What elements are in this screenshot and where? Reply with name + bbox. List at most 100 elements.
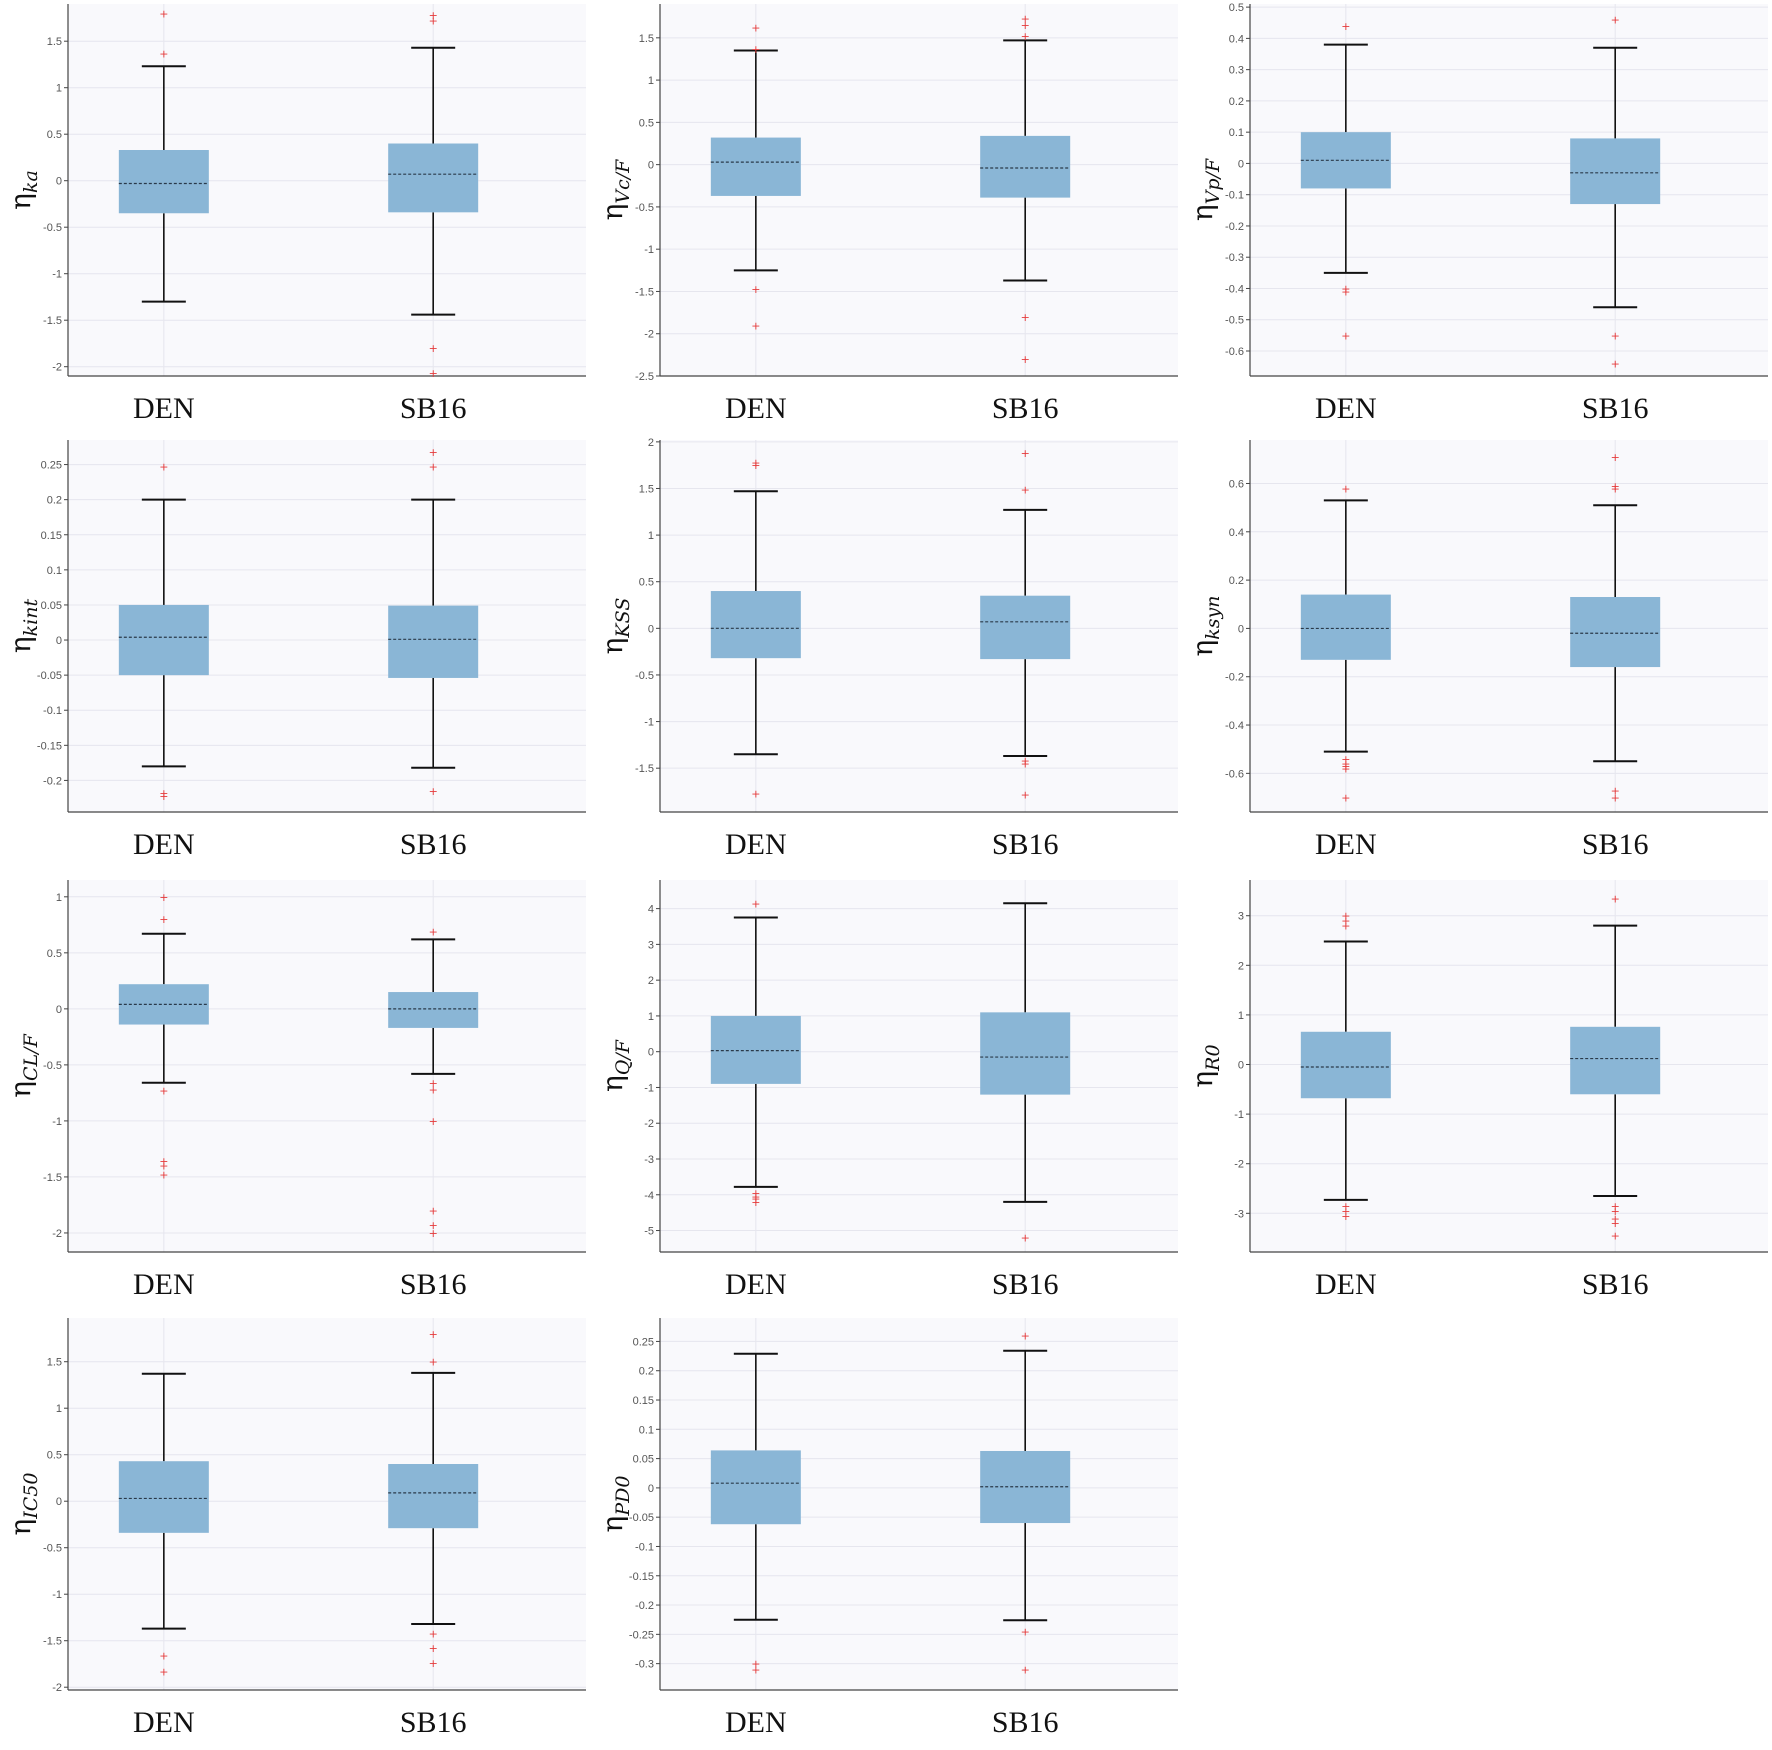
- y-tick-label: -0.5: [43, 1543, 62, 1555]
- y-tick-label: -0.1: [1225, 190, 1244, 202]
- y-tick-label: -0.3: [1225, 252, 1244, 264]
- iqr-box: [710, 1450, 801, 1525]
- category-label-den: DEN: [1315, 1268, 1377, 1301]
- y-tick-label: 0: [1238, 158, 1244, 170]
- outlier-marker: +: [1611, 1212, 1620, 1225]
- outlier-marker: +: [751, 459, 760, 472]
- y-tick-label: 1: [648, 75, 654, 87]
- iqr-box: [388, 1464, 479, 1529]
- y-tick-label: -2: [52, 1682, 62, 1694]
- outlier-marker: +: [429, 461, 438, 474]
- outlier-marker: +: [751, 456, 760, 469]
- y-axis-label-base: η: [596, 1516, 629, 1533]
- boxplot-panel: -2 -1.5 -1 -0.5 0 0.5 1 1.5 + + DEN + + + + SB16 ηka: [0, 4, 590, 436]
- y-tick-label: 4: [648, 904, 654, 916]
- outlier-marker: +: [1021, 353, 1030, 366]
- boxplot-panel: -0.3 -0.25 -0.2 -0.15 -0.1 -0.05 0 0.05 0.1 0.15 0…: [592, 1318, 1182, 1750]
- iqr-box: [710, 1015, 801, 1084]
- boxplot-panel: -3 -2 -1 0 1 2 3 + + + + + + DEN + + + + + + SB16 ηR0: [1182, 880, 1772, 1312]
- y-tick-label: -0.4: [1225, 283, 1244, 295]
- y-tick-label: 1.5: [639, 33, 654, 45]
- y-tick-label: -3: [644, 1154, 654, 1166]
- y-tick-label: 0.15: [41, 530, 62, 542]
- category-label-den: DEN: [133, 392, 195, 425]
- box-group-sb16: +: [980, 902, 1071, 1245]
- y-axis-label-base: η: [4, 636, 37, 653]
- outlier-marker: +: [1021, 30, 1030, 43]
- plot-background: [1250, 4, 1768, 376]
- y-axis-label-base: η: [1186, 1071, 1219, 1088]
- y-tick-label: -1.5: [43, 1172, 62, 1184]
- iqr-box: [1570, 597, 1661, 668]
- outlier-marker: +: [751, 787, 760, 800]
- boxplot-panel: -0.6 -0.4 -0.2 0 0.2 0.4 0.6 + + + + + + DEN + + + + + SB16…: [1182, 440, 1772, 872]
- y-tick-label: 0.4: [1229, 527, 1244, 539]
- y-tick-label: 0: [648, 160, 654, 172]
- category-label-den: DEN: [1315, 828, 1377, 861]
- y-tick-label: -2: [1234, 1159, 1244, 1171]
- outlier-marker: +: [1021, 483, 1030, 496]
- iqr-box: [1300, 594, 1391, 660]
- y-tick-label: 3: [648, 939, 654, 951]
- outlier-marker: +: [1611, 14, 1620, 27]
- y-tick-label: -1: [52, 269, 62, 281]
- y-axis-label-base: η: [4, 193, 37, 210]
- y-tick-label: 0.2: [1229, 575, 1244, 587]
- outlier-marker: +: [1611, 482, 1620, 495]
- iqr-box: [980, 135, 1071, 198]
- outlier-marker: +: [1021, 755, 1030, 768]
- y-tick-label: 0.05: [41, 600, 62, 612]
- y-tick-label: -4: [644, 1190, 654, 1202]
- y-axis-label-base: η: [4, 1519, 37, 1536]
- box-group-den: +++: [118, 461, 209, 803]
- y-tick-label: -0.4: [1225, 720, 1244, 732]
- outlier-marker: +: [1341, 920, 1350, 933]
- y-tick-label: 1: [1238, 1010, 1244, 1022]
- outlier-marker: +: [429, 1642, 438, 1655]
- y-tick-label: 0.6: [1229, 478, 1244, 490]
- y-tick-label: -2: [52, 1228, 62, 1240]
- outlier-marker: +: [1611, 784, 1620, 797]
- y-tick-label: -2: [52, 362, 62, 374]
- iqr-box: [980, 595, 1071, 660]
- boxplot-svg: -0.6-0.4-0.200.20.40.6++++++DEN+++++SB16…: [1186, 440, 1768, 861]
- box-group-sb16: ++++: [388, 9, 479, 380]
- y-axis-label-subscript: KSS: [612, 598, 634, 639]
- y-tick-label: -1: [52, 1589, 62, 1601]
- outlier-marker: +: [1611, 357, 1620, 370]
- y-tick-label: -1: [52, 1116, 62, 1128]
- y-axis-label-subscript: kint: [20, 599, 42, 637]
- iqr-box: [118, 604, 209, 676]
- y-axis-label: ηCL/F: [4, 1033, 42, 1097]
- outlier-marker: +: [1341, 758, 1350, 771]
- box-group-den: ++++++: [1300, 910, 1391, 1223]
- y-tick-label: -1: [644, 717, 654, 729]
- outlier-marker: +: [751, 1658, 760, 1671]
- y-axis-label-base: η: [596, 638, 629, 655]
- y-axis-label-base: η: [1186, 640, 1219, 657]
- boxplot-svg: -5 -4 -3 -2 -1 0 1 2 3 4 +++++ DEN + SB16 ηQ/F: [596, 880, 1178, 1301]
- y-axis-label: ηVc/F: [596, 159, 634, 221]
- category-label-den: DEN: [725, 828, 787, 861]
- outlier-marker: +: [429, 1328, 438, 1341]
- outlier-marker: +: [159, 1169, 168, 1182]
- y-axis-label-base: η: [4, 1081, 37, 1098]
- y-tick-label: 0.4: [1229, 33, 1244, 45]
- category-label-sb16: SB16: [400, 1268, 467, 1301]
- y-tick-label: 0.05: [633, 1454, 654, 1466]
- y-tick-label: 1.5: [47, 36, 62, 48]
- category-label-sb16: SB16: [992, 828, 1059, 861]
- y-tick-label: -0.5: [1225, 315, 1244, 327]
- y-tick-label: 0: [648, 1483, 654, 1495]
- y-axis-label-subscript: ka: [20, 170, 42, 193]
- y-axis-label-subscript: CL/F: [20, 1033, 42, 1081]
- outlier-marker: +: [429, 1205, 438, 1218]
- y-tick-label: -0.05: [629, 1512, 654, 1524]
- iqr-box: [388, 143, 479, 213]
- y-axis-label-subscript: R0: [1202, 1044, 1224, 1071]
- box-group-sb16: +++++: [1570, 451, 1661, 805]
- y-axis-label-subscript: ksyn: [1202, 595, 1224, 639]
- outlier-marker: +: [1341, 1210, 1350, 1223]
- y-tick-label: -0.1: [43, 705, 62, 717]
